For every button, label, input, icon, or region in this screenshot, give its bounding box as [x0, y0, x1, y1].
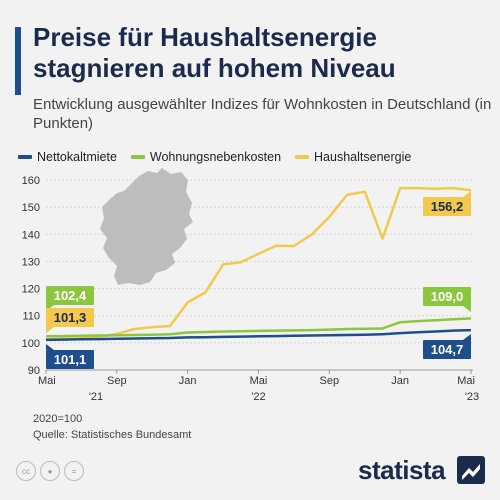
end-label-haushaltsenergie-text: 156,2 — [431, 199, 464, 214]
line-chart: 90 100 110 120 130 140 150 160 Mai '21 Sep Jan Mai '2… — [22, 168, 480, 403]
x-year-label: '23 — [465, 391, 479, 403]
end-label-haushaltsenergie-box — [423, 197, 471, 216]
legend-item-nettokaltmiete: Nettokaltmiete — [18, 150, 117, 164]
start-label-wohnungsnebenkosten-box — [46, 286, 94, 305]
y-tick-label: 150 — [22, 202, 40, 214]
series-line-wohnungsnebenkosten — [45, 317, 472, 338]
legend-label-haushaltsenergie: Haushaltsenergie — [314, 150, 412, 164]
start-label-haushaltsenergie-text: 101,3 — [54, 310, 87, 325]
end-label-haushaltsenergie-pointer — [463, 191, 471, 197]
axis-layer: 90 100 110 120 130 140 150 160 Mai '21 Sep Jan Mai '2… — [22, 175, 480, 403]
source-note: Quelle: Statistisches Bundesamt — [33, 429, 192, 441]
series-layer — [45, 186, 472, 342]
chart-legend: Nettokaltmiete Wohnungsnebenkosten Haush… — [18, 150, 411, 164]
legend-swatch-haushaltsenergie — [295, 155, 310, 159]
start-label-wohnungsnebenkosten-text: 102,4 — [54, 288, 87, 303]
start-label-nettokaltmiete-box — [46, 350, 94, 369]
y-tick-label: 90 — [28, 365, 40, 377]
start-label-nettokaltmiete-text: 101,1 — [54, 352, 87, 367]
y-tick-label: 130 — [22, 256, 40, 268]
start-label-haushaltsenergie: 101,3 — [46, 308, 94, 333]
y-tick-label: 120 — [22, 284, 40, 296]
end-label-haushaltsenergie-green-pointer — [463, 306, 471, 312]
start-label-wohnungsnebenkosten: 102,4 — [46, 286, 94, 311]
legend-swatch-wohnungsnebenkosten — [130, 155, 145, 159]
x-tick-label: Sep — [107, 375, 127, 387]
label-layer: 102,4 101,3 101,1 156,2 109,0 104,7 — [46, 191, 471, 369]
end-label-nettokaltmiete: 104,7 — [423, 334, 471, 359]
end-label-haushaltsenergie-green: 109,0 — [423, 287, 471, 312]
no-derivatives-icon[interactable]: = — [64, 461, 84, 481]
y-tick-label: 100 — [22, 338, 40, 350]
end-label-haushaltsenergie-green-box — [423, 287, 471, 306]
title-accent-bar — [15, 27, 21, 95]
end-label-nettokaltmiete-text: 104,7 — [431, 342, 464, 357]
end-label-haushaltsenergie-green-text: 109,0 — [431, 289, 464, 304]
x-year-label: '22 — [251, 391, 265, 403]
base-note: 2020=100 — [33, 413, 83, 425]
start-label-nettokaltmiete-pointer — [46, 344, 54, 350]
start-label-haushaltsenergie-box — [46, 308, 94, 327]
series-line-haushaltsenergie — [45, 186, 472, 341]
statista-logo-icon[interactable] — [457, 456, 485, 484]
end-label-nettokaltmiete-pointer — [463, 334, 471, 340]
y-tick-label: 160 — [22, 175, 40, 187]
start-label-nettokaltmiete: 101,1 — [46, 344, 94, 369]
legend-item-haushaltsenergie: Haushaltsenergie — [295, 150, 411, 164]
end-label-haushaltsenergie: 156,2 — [423, 191, 471, 216]
x-tick-label: Jan — [179, 375, 197, 387]
start-label-haushaltsenergie-pointer — [46, 327, 54, 333]
x-tick-label: Jan — [391, 375, 409, 387]
y-tick-label: 140 — [22, 229, 40, 241]
legend-item-wohnungsnebenkosten: Wohnungsnebenkosten — [130, 150, 282, 164]
y-tick-label: 110 — [22, 311, 40, 323]
legend-swatch-nettokaltmiete — [18, 155, 32, 159]
x-tick-label: Mai — [457, 375, 475, 387]
statista-brand[interactable]: statista — [358, 455, 446, 485]
license-icons: cc ● = — [16, 461, 84, 481]
end-label-nettokaltmiete-box — [423, 340, 471, 359]
x-tick-label: Mai — [250, 375, 268, 387]
x-year-label: '21 — [89, 391, 103, 403]
chart-title: Preise für Haushaltsenergie stagnieren a… — [33, 22, 396, 83]
legend-label-wohnungsnebenkosten: Wohnungsnebenkosten — [149, 150, 282, 164]
attribution-icon[interactable]: ● — [40, 461, 60, 481]
germany-map-icon — [100, 168, 193, 285]
series-line-nettokaltmiete — [45, 328, 472, 342]
creative-commons-icon[interactable]: cc — [16, 461, 36, 481]
x-tick-label: Mai — [38, 375, 56, 387]
chart-subtitle: Entwicklung ausgewählter Indizes für Woh… — [33, 96, 492, 132]
legend-label-nettokaltmiete: Nettokaltmiete — [37, 150, 117, 164]
grid-layer — [46, 179, 473, 371]
x-tick-label: Sep — [320, 375, 340, 387]
